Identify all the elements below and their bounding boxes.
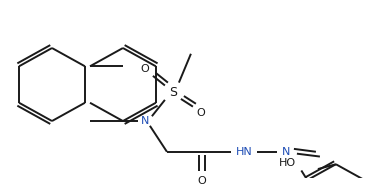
Text: HN: HN xyxy=(236,147,252,157)
Text: S: S xyxy=(169,86,177,99)
Text: O: O xyxy=(197,176,206,185)
Text: N: N xyxy=(141,116,149,126)
Text: HO: HO xyxy=(279,158,296,168)
Text: N: N xyxy=(282,147,290,157)
Text: O: O xyxy=(197,108,205,118)
Text: O: O xyxy=(140,64,149,74)
